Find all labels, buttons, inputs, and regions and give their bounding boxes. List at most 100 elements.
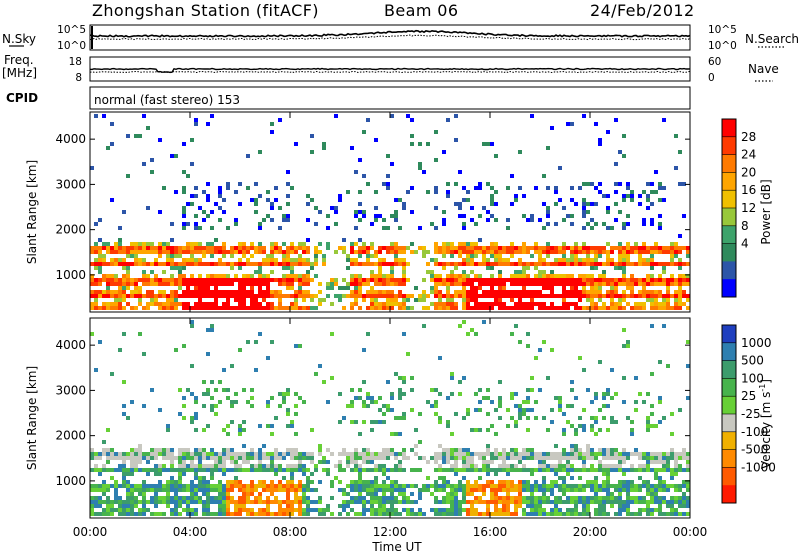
velocity-cell bbox=[558, 476, 562, 480]
power-cell bbox=[198, 298, 202, 302]
velocity-cell bbox=[590, 400, 594, 404]
velocity-cell bbox=[378, 468, 382, 472]
velocity-cell bbox=[222, 456, 226, 460]
power-cell bbox=[206, 250, 210, 254]
velocity-cell bbox=[142, 456, 146, 460]
power-cell bbox=[370, 246, 374, 250]
velocity-cell bbox=[678, 504, 682, 508]
velocity-cell bbox=[558, 488, 562, 492]
velocity-cell bbox=[282, 396, 286, 400]
velocity-cell bbox=[646, 508, 650, 512]
power-cell bbox=[570, 278, 574, 282]
power-cell bbox=[474, 222, 478, 226]
velocity-cell bbox=[254, 512, 258, 516]
power-cell bbox=[554, 262, 558, 266]
power-cell bbox=[566, 122, 570, 126]
power-cell bbox=[470, 258, 474, 262]
power-cell bbox=[362, 250, 366, 254]
power-cell bbox=[194, 278, 198, 282]
power-cell bbox=[478, 286, 482, 290]
velocity-cell bbox=[346, 492, 350, 496]
velocity-cell bbox=[646, 416, 650, 420]
power-cell bbox=[482, 246, 486, 250]
velocity-cell bbox=[606, 404, 610, 408]
power-cell bbox=[514, 306, 518, 310]
velocity-cell bbox=[586, 496, 590, 500]
power-cell bbox=[670, 274, 674, 278]
power-cell bbox=[566, 294, 570, 298]
power-cell bbox=[162, 246, 166, 250]
velocity-cell bbox=[214, 464, 218, 468]
power-cell bbox=[386, 186, 390, 190]
power-cell bbox=[270, 202, 274, 206]
power-cell bbox=[442, 278, 446, 282]
velocity-cell bbox=[602, 416, 606, 420]
velocity-cell bbox=[290, 452, 294, 456]
velocity-cell bbox=[202, 500, 206, 504]
velocity-cell bbox=[242, 468, 246, 472]
velocity-cell bbox=[374, 488, 378, 492]
velocity-cell bbox=[154, 472, 158, 476]
power-cell bbox=[270, 130, 274, 134]
velocity-cell bbox=[610, 448, 614, 452]
velocity-cell bbox=[130, 460, 134, 464]
velocity-cell bbox=[194, 476, 198, 480]
power-cell bbox=[150, 278, 154, 282]
velocity-cell bbox=[306, 452, 310, 456]
power-cell bbox=[430, 258, 434, 262]
power-cell bbox=[110, 262, 114, 266]
velocity-cell bbox=[286, 392, 290, 396]
x-tick-label: 12:00 bbox=[373, 525, 408, 539]
velocity-cell bbox=[218, 504, 222, 508]
velocity-cell bbox=[390, 448, 394, 452]
velocity-cell bbox=[662, 480, 666, 484]
velocity-cell bbox=[594, 476, 598, 480]
power-cell bbox=[258, 226, 262, 230]
velocity-cell bbox=[526, 416, 530, 420]
power-cell bbox=[174, 294, 178, 298]
velocity-cell bbox=[194, 452, 198, 456]
velocity-cell bbox=[394, 468, 398, 472]
velocity-cell bbox=[382, 464, 386, 468]
power-cell bbox=[170, 266, 174, 270]
power-cell bbox=[174, 262, 178, 266]
velocity-cell bbox=[358, 512, 362, 516]
power-cell bbox=[550, 290, 554, 294]
power-cell bbox=[634, 246, 638, 250]
velocity-cell bbox=[134, 468, 138, 472]
velocity-cell bbox=[242, 428, 246, 432]
velocity-cell bbox=[678, 496, 682, 500]
power-cell bbox=[226, 274, 230, 278]
velocity-cell bbox=[218, 464, 222, 468]
velocity-cell bbox=[298, 456, 302, 460]
power-cell bbox=[518, 302, 522, 306]
power-cell bbox=[454, 182, 458, 186]
velocity-cell bbox=[250, 452, 254, 456]
power-cell bbox=[678, 298, 682, 302]
power-cell bbox=[594, 246, 598, 250]
power-cell bbox=[354, 242, 358, 246]
velocity-cell bbox=[474, 500, 478, 504]
power-cell bbox=[442, 302, 446, 306]
power-cell bbox=[146, 290, 150, 294]
velocity-cell bbox=[530, 492, 534, 496]
power-cell bbox=[190, 306, 194, 310]
power-cell bbox=[398, 290, 402, 294]
power-cell bbox=[110, 290, 114, 294]
velocity-cell bbox=[190, 452, 194, 456]
velocity-cell bbox=[610, 452, 614, 456]
velocity-cell bbox=[682, 452, 686, 456]
velocity-cell bbox=[502, 452, 506, 456]
power-cell bbox=[190, 250, 194, 254]
velocity-cell bbox=[166, 452, 170, 456]
power-cell bbox=[622, 134, 626, 138]
power-cell bbox=[98, 278, 102, 282]
velocity-cell bbox=[122, 512, 126, 516]
velocity-cell bbox=[674, 460, 678, 464]
power-cell bbox=[214, 282, 218, 286]
power-cell bbox=[370, 270, 374, 274]
velocity-cell bbox=[554, 464, 558, 468]
velocity-cell bbox=[166, 456, 170, 460]
power-cell bbox=[230, 246, 234, 250]
velocity-cell bbox=[146, 484, 150, 488]
